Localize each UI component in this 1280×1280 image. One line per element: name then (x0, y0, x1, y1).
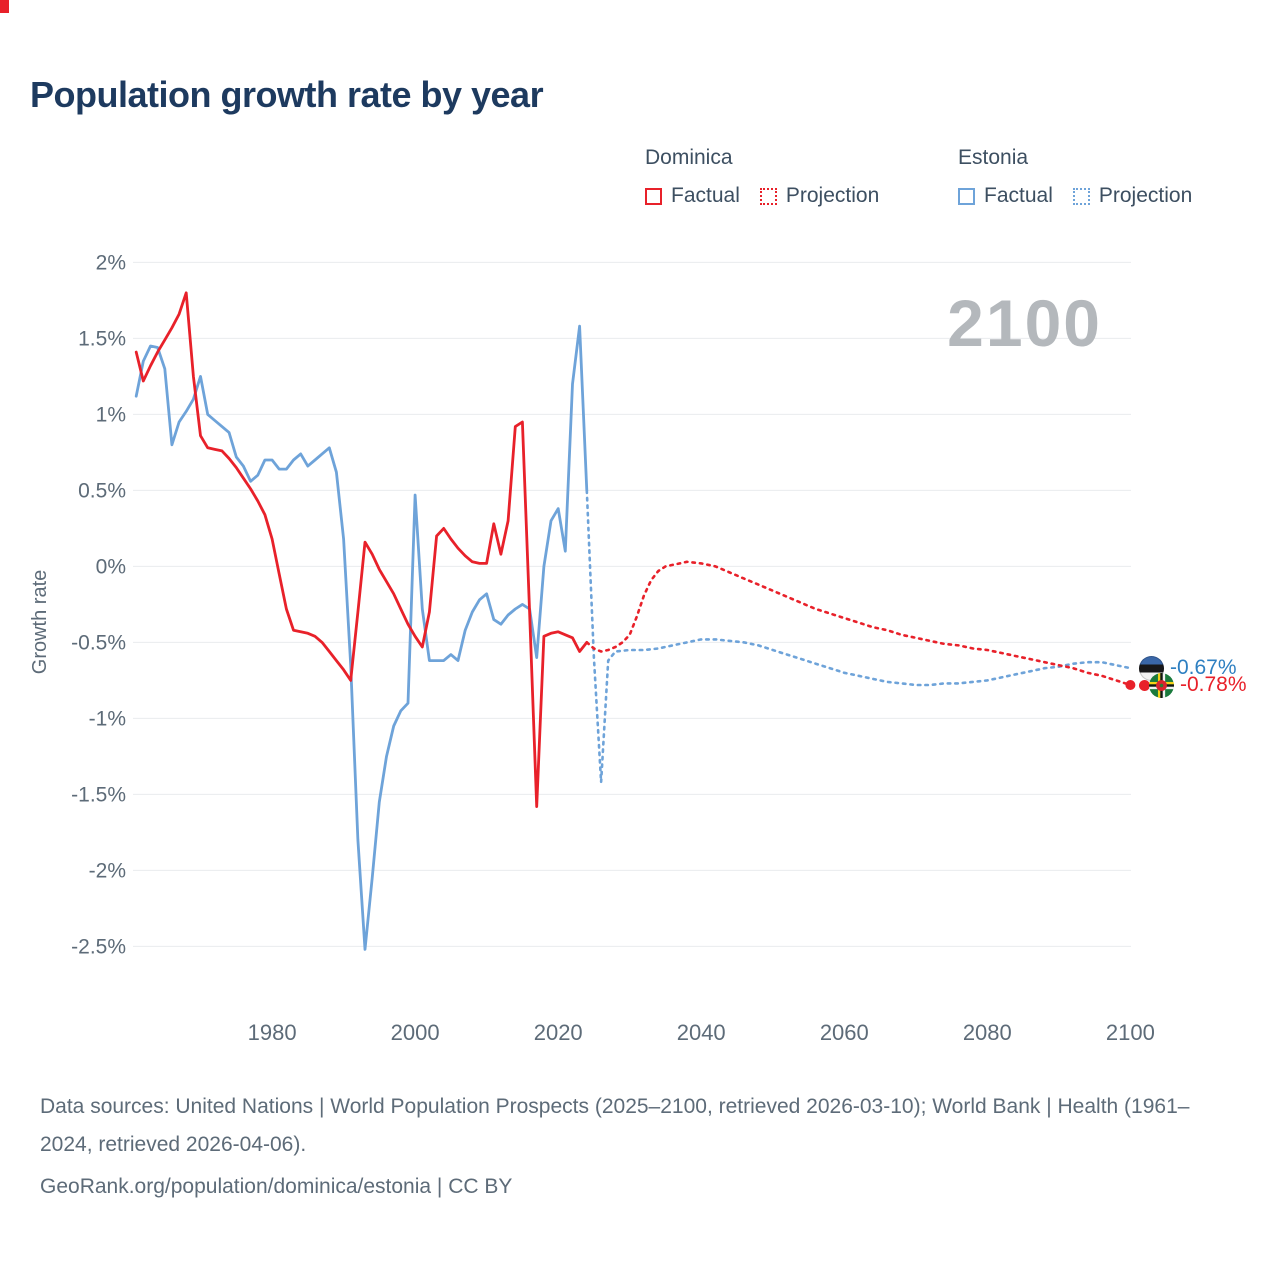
x-tick-label: 2020 (534, 1020, 583, 1045)
y-tick-label: 1.5% (78, 327, 126, 350)
dominica-projection-swatch-icon (759, 187, 777, 205)
dominica-end-value: -0.78% (1180, 673, 1247, 696)
y-axis-label: Growth rate (29, 570, 51, 674)
y-tick-label: -1.5% (71, 783, 126, 806)
y-tick-label: -1% (89, 707, 126, 730)
y-tick-label: -2% (89, 859, 126, 882)
legend-group-dominica: Dominica Factual Projection (645, 146, 879, 208)
legend-dominica-projection[interactable]: Projection (759, 184, 880, 208)
legend-label-projection: Projection (785, 184, 880, 207)
dominica-factual-swatch-icon (645, 187, 662, 205)
footer: Data sources: United Nations | World Pop… (40, 1088, 1215, 1206)
data-sources-text: Data sources: United Nations | World Pop… (40, 1095, 1190, 1156)
dominica-projection-line (585, 560, 1132, 687)
dominica-endpoint-dot (1139, 679, 1150, 691)
y-tick-label: -2.5% (71, 935, 126, 958)
x-tick-label: 1980 (248, 1020, 297, 1045)
legend-title-dominica: Dominica (645, 146, 733, 169)
legend-dominica-factual[interactable]: Factual (645, 184, 740, 208)
y-tick-label: 1% (96, 403, 126, 426)
x-tick-label: 2080 (963, 1020, 1012, 1045)
dominica-line-endpoint-dot (1125, 680, 1136, 690)
watermark-year: 2100 (947, 286, 1102, 360)
legend-label-factual: Factual (984, 184, 1053, 207)
x-tick-label: 2100 (1106, 1020, 1155, 1045)
corner-mark (0, 0, 9, 13)
dominica-factual-line (134, 291, 589, 808)
y-tick-label: -0.5% (71, 631, 126, 654)
x-tick-label: 2040 (677, 1020, 726, 1045)
legend-estonia-projection[interactable]: Projection (1072, 184, 1193, 208)
attribution-text: GeoRank.org/population/dominica/estonia … (40, 1175, 513, 1198)
legend-group-estonia: Estonia Factual Projection (958, 146, 1192, 208)
estonia-end-value: -0.67% (1170, 656, 1237, 679)
legend-row-estonia: Factual Projection (958, 184, 1192, 208)
legend-title-estonia: Estonia (958, 146, 1029, 169)
legend-estonia-factual[interactable]: Factual (958, 184, 1053, 208)
y-tick-label: 0% (96, 555, 126, 578)
estonia-factual-swatch-icon (958, 187, 975, 205)
legend-label-projection: Projection (1098, 184, 1193, 207)
legend-row-dominica: Factual Projection (645, 184, 879, 208)
plot-area[interactable] (129, 232, 1159, 992)
y-tick-label: 2% (96, 251, 126, 274)
estonia-projection-line (585, 489, 1132, 784)
dominica-end-label: -0.78% (1139, 671, 1247, 699)
estonia-projection-swatch-icon (1072, 187, 1090, 205)
estonia-factual-line (134, 324, 589, 951)
x-tick-label: 2000 (391, 1020, 440, 1045)
page-title: Population growth rate by year (30, 74, 544, 115)
dominica-flag-icon (1149, 672, 1174, 698)
x-tick-label: 2060 (820, 1020, 869, 1045)
y-tick-label: 0.5% (78, 479, 126, 502)
legend-label-factual: Factual (671, 184, 740, 207)
